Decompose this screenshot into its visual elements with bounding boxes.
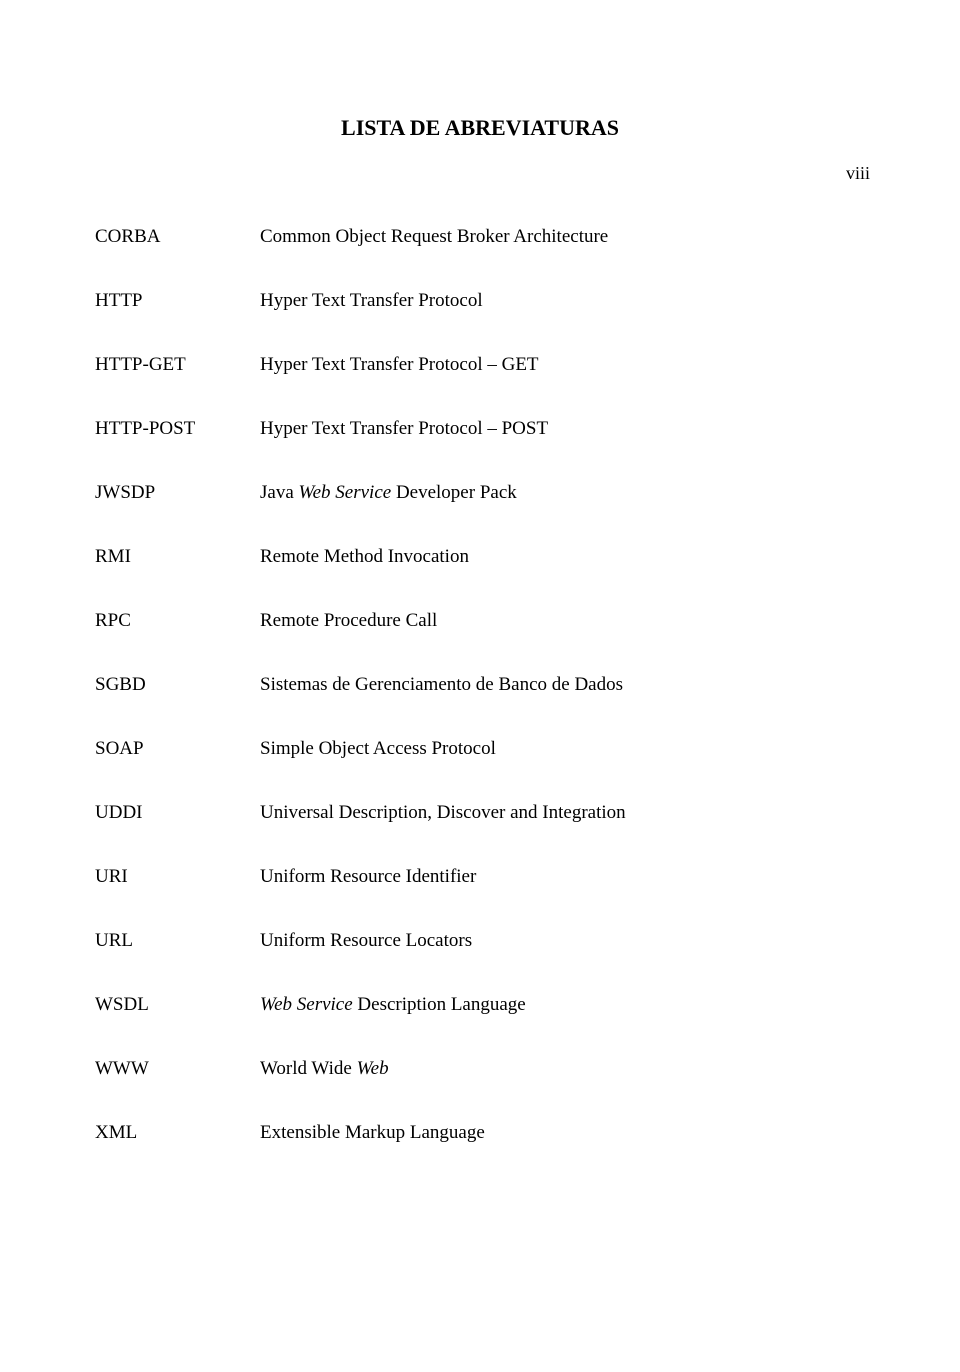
abbrev-row: URLUniform Resource Locators <box>95 930 870 952</box>
abbrev-term: RMI <box>95 546 260 568</box>
abbrev-term: UDDI <box>95 802 260 824</box>
abbrev-definition: Simple Object Access Protocol <box>260 738 870 760</box>
abbrev-row: XMLExtensible Markup Language <box>95 1122 870 1144</box>
abbrev-term: HTTP-POST <box>95 418 260 440</box>
abbrev-definition: Uniform Resource Locators <box>260 930 870 952</box>
abbrev-row: WWWWorld Wide Web <box>95 1058 870 1080</box>
abbrev-definition: World Wide Web <box>260 1058 870 1080</box>
abbrev-row: RMIRemote Method Invocation <box>95 546 870 568</box>
abbrev-term: SOAP <box>95 738 260 760</box>
abbrev-definition: Uniform Resource Identifier <box>260 866 870 888</box>
abbrev-row: WSDLWeb Service Description Language <box>95 994 870 1016</box>
abbrev-term: WWW <box>95 1058 260 1080</box>
abbrev-definition: Hyper Text Transfer Protocol <box>260 290 870 312</box>
abbrev-term: URI <box>95 866 260 888</box>
abbrev-term: RPC <box>95 610 260 632</box>
abbreviation-table: CORBACommon Object Request Broker Archit… <box>95 226 870 1144</box>
abbrev-definition: Universal Description, Discover and Inte… <box>260 802 870 824</box>
abbrev-row: RPCRemote Procedure Call <box>95 610 870 632</box>
abbrev-definition: Remote Method Invocation <box>260 546 870 568</box>
abbrev-definition: Hyper Text Transfer Protocol – POST <box>260 418 870 440</box>
abbrev-definition: Common Object Request Broker Architectur… <box>260 226 870 248</box>
abbrev-term: SGBD <box>95 674 260 696</box>
abbrev-term: XML <box>95 1122 260 1144</box>
abbrev-term: HTTP-GET <box>95 354 260 376</box>
abbrev-row: UDDIUniversal Description, Discover and … <box>95 802 870 824</box>
abbrev-row: URIUniform Resource Identifier <box>95 866 870 888</box>
abbrev-definition: Java Web Service Developer Pack <box>260 482 870 504</box>
abbrev-row: HTTP-POSTHyper Text Transfer Protocol – … <box>95 418 870 440</box>
abbrev-definition: Web Service Description Language <box>260 994 870 1016</box>
abbrev-term: JWSDP <box>95 482 260 504</box>
abbrev-term: HTTP <box>95 290 260 312</box>
abbrev-row: JWSDPJava Web Service Developer Pack <box>95 482 870 504</box>
abbrev-row: HTTP-GETHyper Text Transfer Protocol – G… <box>95 354 870 376</box>
abbrev-definition: Sistemas de Gerenciamento de Banco de Da… <box>260 674 870 696</box>
abbrev-row: CORBACommon Object Request Broker Archit… <box>95 226 870 248</box>
abbrev-row: HTTPHyper Text Transfer Protocol <box>95 290 870 312</box>
abbrev-term: WSDL <box>95 994 260 1016</box>
abbrev-definition: Hyper Text Transfer Protocol – GET <box>260 354 870 376</box>
abbrev-term: CORBA <box>95 226 260 248</box>
abbrev-term: URL <box>95 930 260 952</box>
abbrev-row: SGBDSistemas de Gerenciamento de Banco d… <box>95 674 870 696</box>
abbrev-definition: Extensible Markup Language <box>260 1122 870 1144</box>
page-number: viii <box>846 163 870 184</box>
page-title: LISTA DE ABREVIATURAS <box>0 115 960 141</box>
abbrev-row: SOAPSimple Object Access Protocol <box>95 738 870 760</box>
abbrev-definition: Remote Procedure Call <box>260 610 870 632</box>
